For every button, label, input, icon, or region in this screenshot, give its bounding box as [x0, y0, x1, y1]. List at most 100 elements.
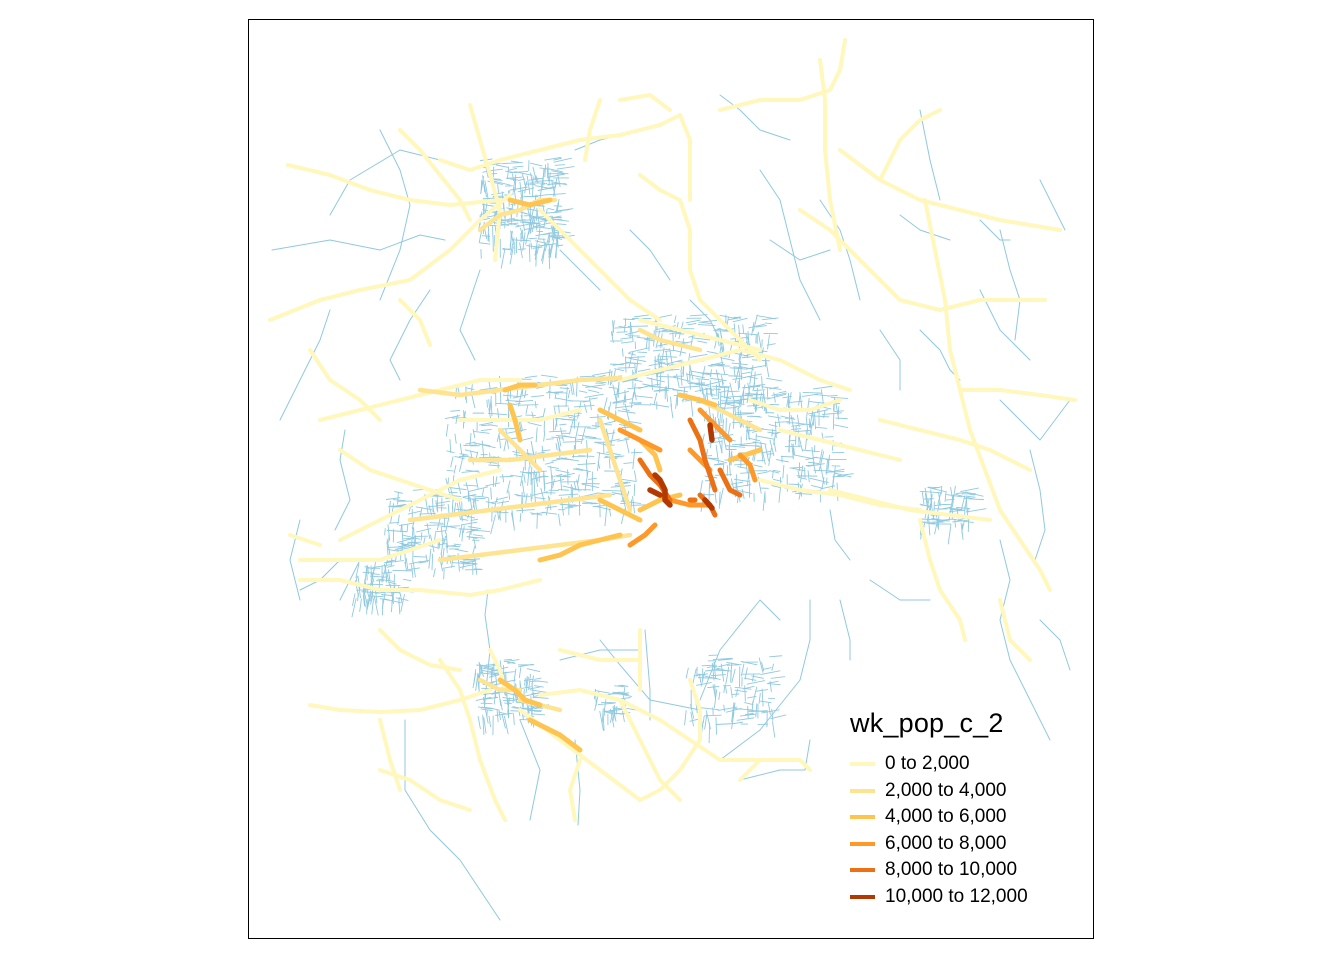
- street-segment: [729, 382, 735, 403]
- street-segment: [518, 667, 522, 679]
- street-segment: [573, 482, 577, 490]
- street-segment: [741, 385, 761, 389]
- street-segment: [767, 431, 779, 435]
- flow-route-class-0: [378, 718, 402, 792]
- street-segment: [769, 439, 775, 457]
- street-segment: [567, 389, 571, 399]
- map-legend: wk_pop_c_2 0 to 2,000 2,000 to 4,000 4,0…: [848, 708, 1088, 910]
- street-segment: [719, 413, 721, 425]
- street-segment: [794, 492, 813, 495]
- street-segment: [519, 419, 523, 431]
- street-segment: [392, 499, 406, 502]
- street-segment: [445, 423, 449, 437]
- street-segment: [450, 456, 454, 468]
- street-segment: [530, 493, 532, 502]
- street-segment: [526, 668, 541, 673]
- street-segment: [719, 391, 722, 409]
- street-segment: [661, 329, 674, 332]
- street-segment: [524, 213, 532, 216]
- street-segment: [499, 475, 513, 478]
- street-segment: [401, 525, 404, 545]
- minor-road: [379, 129, 411, 301]
- street-segment: [739, 366, 755, 370]
- street-segment: [805, 438, 807, 450]
- minor-road: [599, 639, 701, 711]
- street-segment: [657, 353, 660, 361]
- street-segment: [757, 331, 762, 351]
- street-segment: [709, 377, 727, 382]
- flow-route-class-0: [338, 468, 502, 542]
- street-segment: [764, 322, 772, 325]
- minor-road: [574, 739, 581, 826]
- street-segment: [627, 362, 639, 365]
- street-segment: [769, 680, 772, 693]
- street-segment: [702, 433, 705, 443]
- street-segment: [771, 663, 774, 671]
- street-segment: [528, 673, 531, 690]
- street-segment: [725, 674, 728, 685]
- street-segment: [732, 702, 736, 718]
- street-segment: [713, 388, 722, 391]
- street-segment: [533, 470, 539, 487]
- flow-route-class-0: [878, 108, 942, 182]
- street-segment: [525, 675, 528, 688]
- street-segment: [933, 501, 935, 520]
- street-segment: [652, 348, 671, 352]
- minor-road: [829, 509, 851, 561]
- street-segment: [772, 469, 781, 472]
- flow-route-class-0: [923, 198, 962, 392]
- street-segment: [612, 707, 616, 718]
- street-segment: [568, 415, 580, 419]
- minor-road: [699, 599, 781, 701]
- street-segment: [730, 481, 744, 485]
- street-segment: [509, 246, 514, 265]
- street-segment: [398, 599, 401, 615]
- street-segment: [495, 496, 509, 501]
- street-segment: [771, 485, 781, 488]
- flow-route-class-0: [538, 688, 812, 772]
- street-segment: [462, 496, 479, 501]
- street-segment: [751, 322, 755, 336]
- street-segment: [761, 317, 779, 321]
- flow-route-class-4: [717, 467, 743, 498]
- street-segment: [533, 177, 541, 180]
- legend-swatch-5: [850, 894, 875, 899]
- street-segment: [706, 351, 720, 355]
- street-segment: [612, 384, 618, 404]
- street-segment: [637, 368, 651, 372]
- street-segment: [453, 543, 462, 546]
- legend-swatch-3: [850, 841, 875, 846]
- street-segment: [722, 346, 724, 354]
- street-segment: [584, 437, 602, 440]
- street-segment: [642, 383, 651, 386]
- street-segment: [744, 667, 748, 680]
- street-segment: [813, 469, 832, 472]
- street-segment: [497, 408, 500, 420]
- street-segment: [812, 461, 817, 474]
- street-segment: [791, 423, 807, 427]
- flow-route-class-0: [308, 688, 492, 714]
- street-segment: [768, 703, 771, 716]
- street-segment: [522, 232, 526, 251]
- street-segment: [608, 459, 611, 469]
- street-segment: [524, 389, 527, 399]
- street-segment: [718, 390, 729, 393]
- flow-route-class-0: [298, 578, 542, 597]
- street-segment: [625, 438, 630, 454]
- flow-route-class-0: [468, 103, 502, 262]
- street-segment: [559, 503, 578, 506]
- street-segment: [426, 523, 431, 539]
- flow-route-class-1: [497, 427, 543, 473]
- street-segment: [553, 473, 563, 477]
- street-segment: [544, 461, 554, 465]
- street-segment: [542, 407, 546, 420]
- street-segment: [538, 224, 541, 239]
- street-segment: [536, 243, 540, 254]
- flow-route-class-3: [737, 452, 758, 483]
- flow-route-class-0: [618, 348, 852, 392]
- street-segment: [518, 421, 522, 433]
- street-segment: [719, 314, 738, 320]
- street-segment: [934, 519, 939, 535]
- street-segment: [551, 179, 556, 197]
- flow-route-class-0: [798, 208, 1047, 312]
